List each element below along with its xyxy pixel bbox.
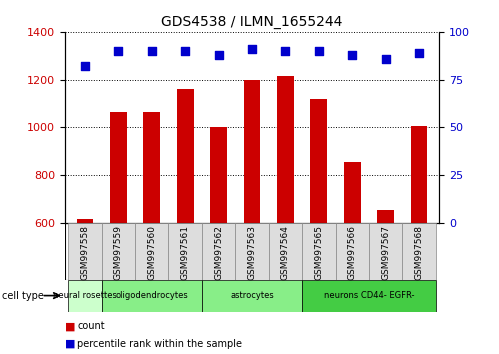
Bar — [369, 223, 402, 280]
Point — [215, 52, 223, 58]
Text: GSM997563: GSM997563 — [248, 225, 256, 280]
Bar — [310, 99, 327, 223]
Text: percentile rank within the sample: percentile rank within the sample — [77, 339, 243, 349]
Bar — [236, 223, 268, 280]
Text: cell type: cell type — [2, 291, 44, 301]
Bar — [268, 223, 302, 280]
Text: ■: ■ — [65, 339, 75, 349]
Bar — [244, 80, 260, 223]
Bar — [68, 223, 102, 280]
Text: oligodendrocytes: oligodendrocytes — [115, 291, 188, 300]
Bar — [169, 223, 202, 280]
Text: neural rosettes: neural rosettes — [53, 291, 117, 300]
Bar — [210, 127, 227, 223]
Text: GSM997564: GSM997564 — [281, 225, 290, 280]
Bar — [277, 76, 294, 223]
Text: neurons CD44- EGFR-: neurons CD44- EGFR- — [324, 291, 414, 300]
Bar — [344, 162, 361, 223]
Bar — [402, 223, 436, 280]
Point — [248, 46, 256, 52]
Point — [114, 48, 122, 54]
Bar — [68, 280, 102, 312]
Bar — [411, 126, 428, 223]
Bar — [177, 89, 194, 223]
Bar — [110, 112, 127, 223]
Point — [181, 48, 189, 54]
Bar — [335, 223, 369, 280]
Bar — [143, 112, 160, 223]
Point — [348, 52, 356, 58]
Text: GSM997559: GSM997559 — [114, 225, 123, 280]
Point — [81, 63, 89, 69]
Bar — [135, 223, 169, 280]
Text: GSM997561: GSM997561 — [181, 225, 190, 280]
Text: GSM997568: GSM997568 — [415, 225, 424, 280]
Bar — [102, 223, 135, 280]
Title: GDS4538 / ILMN_1655244: GDS4538 / ILMN_1655244 — [161, 16, 343, 29]
Point — [281, 48, 289, 54]
Point — [382, 56, 390, 62]
Bar — [202, 223, 236, 280]
Text: count: count — [77, 321, 105, 331]
Text: ■: ■ — [65, 321, 75, 331]
Point — [148, 48, 156, 54]
Bar — [377, 210, 394, 223]
Bar — [302, 280, 436, 312]
Bar — [102, 280, 202, 312]
Bar — [302, 223, 335, 280]
Point — [315, 48, 323, 54]
Text: GSM997560: GSM997560 — [147, 225, 156, 280]
Text: GSM997565: GSM997565 — [314, 225, 323, 280]
Bar — [202, 280, 302, 312]
Text: astrocytes: astrocytes — [230, 291, 274, 300]
Text: GSM997566: GSM997566 — [348, 225, 357, 280]
Bar — [76, 219, 93, 223]
Text: GSM997562: GSM997562 — [214, 225, 223, 280]
Point — [415, 50, 423, 56]
Text: GSM997567: GSM997567 — [381, 225, 390, 280]
Text: GSM997558: GSM997558 — [80, 225, 89, 280]
